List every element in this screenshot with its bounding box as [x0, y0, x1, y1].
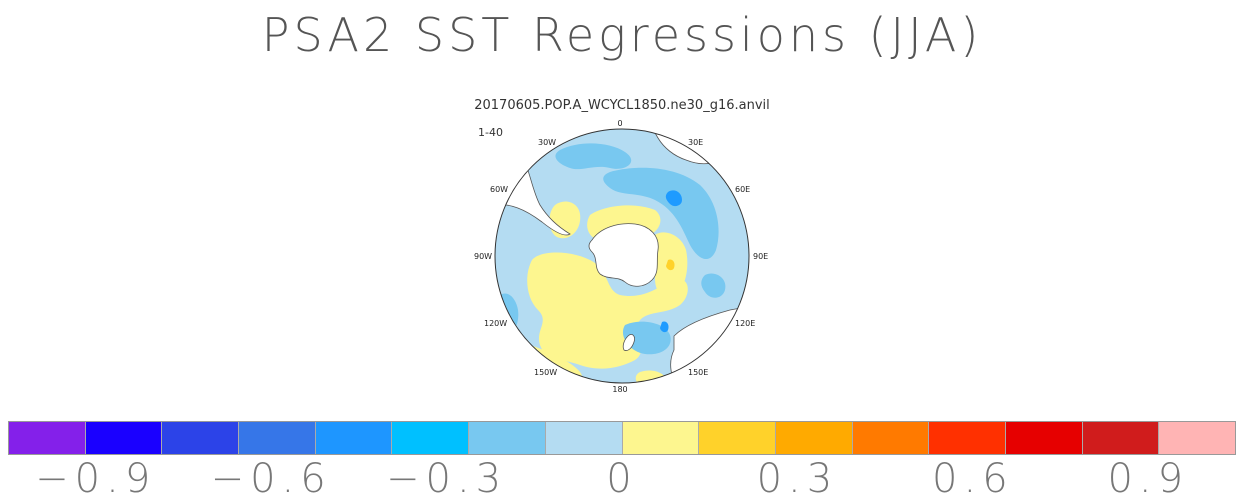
colorbar-swatch: [852, 422, 930, 454]
colorbar-swatch: [9, 422, 86, 454]
negative-anomaly-region: [603, 167, 719, 260]
colorbar-tick-label: −0.6: [210, 456, 332, 502]
polar-map: 0 30E 60E 90E 120E 150E 180 150W 120W 90…: [474, 119, 768, 394]
lon-label-0: 0: [617, 119, 622, 128]
lon-label-90w: 90W: [474, 252, 492, 261]
lon-label-120w: 120W: [484, 319, 507, 328]
strong-negative-anomaly: [665, 190, 682, 207]
lon-label-30w: 30W: [538, 138, 556, 147]
colorbar-swatch: [775, 422, 853, 454]
colorbar-swatch: [469, 422, 546, 454]
strong-negative-anomaly: [660, 321, 669, 333]
colorbar-swatch: [162, 422, 240, 454]
colorbar-swatch: [699, 422, 776, 454]
negative-anomaly-region: [701, 273, 726, 298]
colorbar-tick-label: 0.3: [756, 456, 839, 502]
lon-label-180: 180: [612, 385, 627, 394]
colorbar: [8, 421, 1236, 455]
lon-label-60e: 60E: [735, 185, 750, 194]
colorbar-swatch: [622, 422, 700, 454]
colorbar-swatch: [1082, 422, 1160, 454]
panel-label: 1-40: [478, 126, 503, 139]
lon-label-90e: 90E: [753, 252, 768, 261]
colorbar-swatch: [929, 422, 1006, 454]
figure-subtitle: 20170605.POP.A_WCYCL1850.ne30_g16.anvil: [474, 98, 770, 113]
positive-anomaly-region: [527, 252, 688, 369]
colorbar-swatch: [239, 422, 316, 454]
positive-anomaly-spot: [666, 259, 675, 271]
colorbar-swatch: [315, 422, 393, 454]
colorbar-swatch: [1159, 422, 1235, 454]
map-boundary: [494, 128, 750, 384]
figure-title: PSA2 SST Regressions (JJA): [261, 8, 983, 62]
colorbar-tick-label: 0.9: [1107, 456, 1190, 502]
negative-anomaly-region: [555, 143, 632, 170]
lon-label-60w: 60W: [490, 185, 508, 194]
colorbar-tick-label: −0.3: [385, 456, 508, 502]
colorbar-tick-label: 0: [606, 456, 638, 502]
colorbar-swatch: [545, 422, 623, 454]
colorbar-tick-label: −0.9: [35, 456, 157, 502]
lon-label-150w: 150W: [534, 368, 557, 377]
colorbar-swatch: [85, 422, 163, 454]
colorbar-swatch: [392, 422, 470, 454]
south-america-land: [495, 149, 571, 236]
negative-anomaly-region: [622, 321, 671, 355]
lon-label-30e: 30E: [688, 138, 703, 147]
colorbar-tick-label: 0.6: [932, 456, 1014, 502]
antarctica-land: [588, 223, 659, 287]
lon-label-150e: 150E: [688, 368, 708, 377]
colorbar-swatch: [1005, 422, 1083, 454]
lon-label-120e: 120E: [735, 319, 755, 328]
new-zealand-land: [622, 334, 635, 351]
